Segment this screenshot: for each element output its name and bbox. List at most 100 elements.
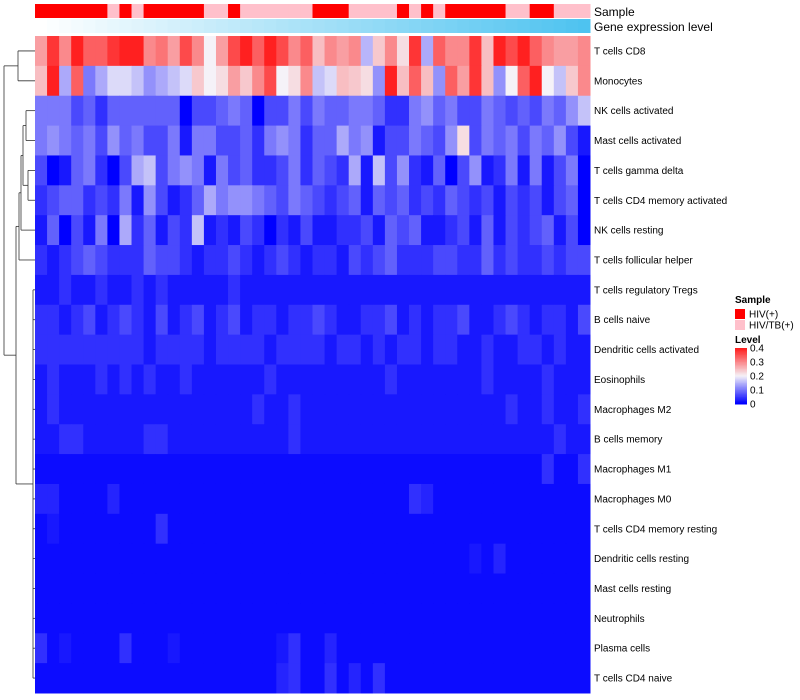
heatmap-cell	[215, 454, 229, 485]
heatmap-cell	[95, 424, 108, 455]
heatmap-cell	[433, 633, 446, 664]
heatmap-cell	[384, 543, 398, 575]
heatmap-cell	[421, 65, 434, 97]
heatmap-cell	[228, 454, 241, 485]
heatmap-cell	[252, 483, 265, 515]
heatmap-cell	[493, 245, 507, 276]
heatmap-cell	[396, 125, 410, 156]
heatmap-cell	[565, 36, 579, 67]
heatmap-cell	[457, 603, 470, 634]
heatmap-cell	[324, 125, 338, 156]
row-label: B cells memory	[594, 435, 662, 446]
heatmap-cell	[131, 36, 145, 67]
heatmap-cell	[35, 36, 48, 67]
heatmap-cell	[35, 573, 48, 604]
sample-annotation-cell	[384, 4, 398, 18]
heatmap-cell	[107, 543, 120, 575]
heatmap-cells	[35, 36, 591, 694]
sample-annotation-cell	[252, 4, 265, 18]
heatmap-cell	[348, 155, 362, 186]
heatmap-cell	[396, 424, 410, 455]
gene-expression-annotation-cell	[336, 19, 350, 33]
heatmap-cell	[517, 245, 531, 276]
gene-expression-annotation-cell	[360, 19, 374, 33]
heatmap-cell	[252, 274, 265, 306]
legend-level-title: Level	[735, 335, 761, 346]
legend-colorbar-step	[735, 360, 747, 363]
heatmap-cell	[167, 364, 181, 395]
heatmap-cell	[324, 394, 338, 425]
heatmap-cell	[47, 543, 60, 575]
heatmap-cell	[143, 633, 157, 664]
heatmap-cell	[336, 483, 350, 515]
heatmap-cell	[372, 663, 386, 694]
heatmap-cell	[300, 215, 313, 246]
heatmap-cell	[324, 364, 338, 395]
heatmap-cell	[336, 65, 350, 97]
heatmap-cell	[517, 304, 531, 336]
heatmap-cell	[179, 36, 193, 67]
heatmap-cell	[493, 633, 507, 664]
heatmap-cell	[252, 65, 265, 97]
heatmap-cell	[529, 185, 543, 216]
heatmap-cell	[119, 543, 133, 575]
legend-colorbar-step	[735, 381, 747, 384]
heatmap-cell	[433, 424, 446, 455]
heatmap-cell	[457, 663, 470, 694]
legend-colorbar-step	[735, 367, 747, 370]
heatmap-cell	[433, 334, 446, 365]
heatmap-cell	[215, 215, 229, 246]
gene-expression-annotation-cell	[565, 19, 579, 33]
heatmap-cell	[107, 334, 120, 365]
row-label: T cells CD8	[594, 46, 646, 57]
heatmap-cell	[445, 215, 458, 246]
heatmap-cell	[155, 543, 169, 575]
heatmap-cell	[396, 95, 410, 127]
legend-colorbar-step	[735, 387, 747, 390]
heatmap-cell	[288, 185, 301, 216]
heatmap-cell	[421, 334, 434, 365]
heatmap-cell	[264, 424, 277, 455]
heatmap-cell	[457, 125, 470, 156]
heatmap-cell	[493, 304, 507, 336]
heatmap-cell	[445, 125, 458, 156]
heatmap-cell	[228, 543, 241, 575]
heatmap-cell	[553, 125, 567, 156]
heatmap-cell	[421, 483, 434, 515]
heatmap-cell	[493, 424, 507, 455]
sample-annotation-cell	[360, 4, 374, 18]
heatmap-cell	[83, 543, 96, 575]
heatmap-cell	[541, 633, 555, 664]
heatmap-cell	[143, 155, 157, 186]
heatmap-cell	[541, 215, 555, 246]
heatmap-cell	[481, 663, 494, 694]
heatmap-cell	[565, 364, 579, 395]
sample-annotation-cell	[577, 4, 591, 18]
heatmap-cell	[143, 424, 157, 455]
heatmap-cell	[553, 245, 567, 276]
heatmap-cell	[433, 95, 446, 127]
heatmap-cell	[179, 483, 193, 515]
heatmap-cell	[469, 543, 482, 575]
heatmap-cell	[445, 245, 458, 276]
heatmap-cell	[71, 633, 84, 664]
heatmap-cell	[312, 155, 326, 186]
heatmap-cell	[445, 513, 458, 545]
heatmap-cell	[107, 304, 120, 336]
sample-annotation-cell	[143, 4, 157, 18]
heatmap-cell	[384, 185, 398, 216]
heatmap-cell	[396, 215, 410, 246]
heatmap-cell	[107, 573, 120, 604]
heatmap-cell	[529, 245, 543, 276]
legend-colorbar-step	[735, 373, 747, 376]
heatmap-cell	[409, 334, 422, 365]
heatmap-cell	[565, 633, 579, 664]
legend-colorbar-step	[735, 356, 747, 359]
heatmap-cell	[155, 185, 169, 216]
heatmap-cell	[529, 36, 543, 67]
heatmap-cell	[203, 364, 217, 395]
heatmap-cell	[565, 573, 579, 604]
heatmap-cell	[481, 364, 494, 395]
heatmap-cell	[47, 36, 60, 67]
legend-level-tick-label: 0.1	[750, 386, 764, 397]
